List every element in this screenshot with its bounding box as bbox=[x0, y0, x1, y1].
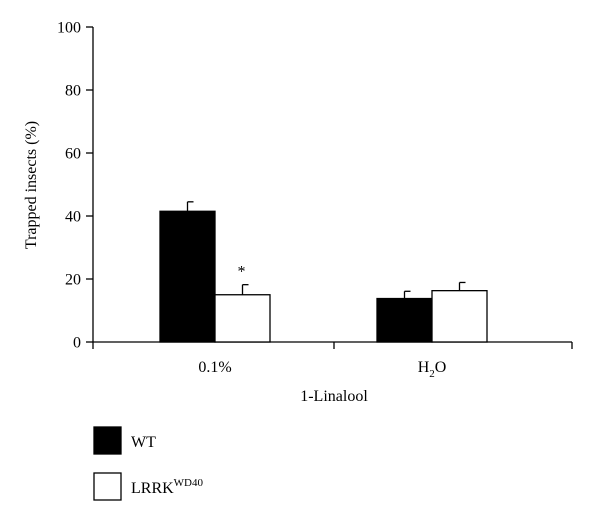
y-tick-label: 0 bbox=[73, 335, 81, 352]
y-tick-label: 80 bbox=[65, 83, 81, 100]
legend-swatch-wt bbox=[93, 426, 122, 455]
legend: WT LRRKWD40 bbox=[93, 426, 203, 501]
legend-series-name: LRRK bbox=[131, 480, 174, 497]
x-tick-label: 0.1% bbox=[198, 359, 231, 376]
x-tick-label-after: O bbox=[435, 359, 447, 376]
significance-marker: * bbox=[238, 264, 246, 281]
bar-wt-1 bbox=[376, 297, 433, 343]
x-axis-title: 1-Linalool bbox=[300, 388, 368, 405]
y-tick-label: 60 bbox=[65, 146, 81, 163]
x-tick-label: H2O bbox=[418, 359, 447, 380]
x-tick-label-base: H bbox=[418, 359, 430, 376]
y-axis-title: Trapped insects (%) bbox=[23, 121, 40, 249]
y-tick-label: 100 bbox=[57, 20, 81, 37]
legend-series-name: WT bbox=[131, 434, 156, 451]
axes bbox=[86, 26, 573, 349]
legend-label-wt: WT bbox=[131, 434, 156, 451]
bar-lrrk-1 bbox=[431, 290, 488, 343]
bar-wt-0 bbox=[159, 210, 216, 343]
legend-series-superscript: WD40 bbox=[174, 477, 204, 489]
bar-lrrk-0 bbox=[214, 294, 271, 343]
legend-label-lrrk: LRRKWD40 bbox=[131, 477, 203, 497]
y-tick-label: 20 bbox=[65, 272, 81, 289]
legend-swatch-lrrk bbox=[93, 472, 122, 501]
bars bbox=[159, 201, 488, 343]
y-tick-label: 40 bbox=[65, 209, 81, 226]
labels: 0 20 40 60 80 100 * 0.1% H2O 1-Linalool Trapped in… bbox=[23, 20, 446, 406]
x-tick-label-subscript: 2 bbox=[429, 368, 435, 380]
